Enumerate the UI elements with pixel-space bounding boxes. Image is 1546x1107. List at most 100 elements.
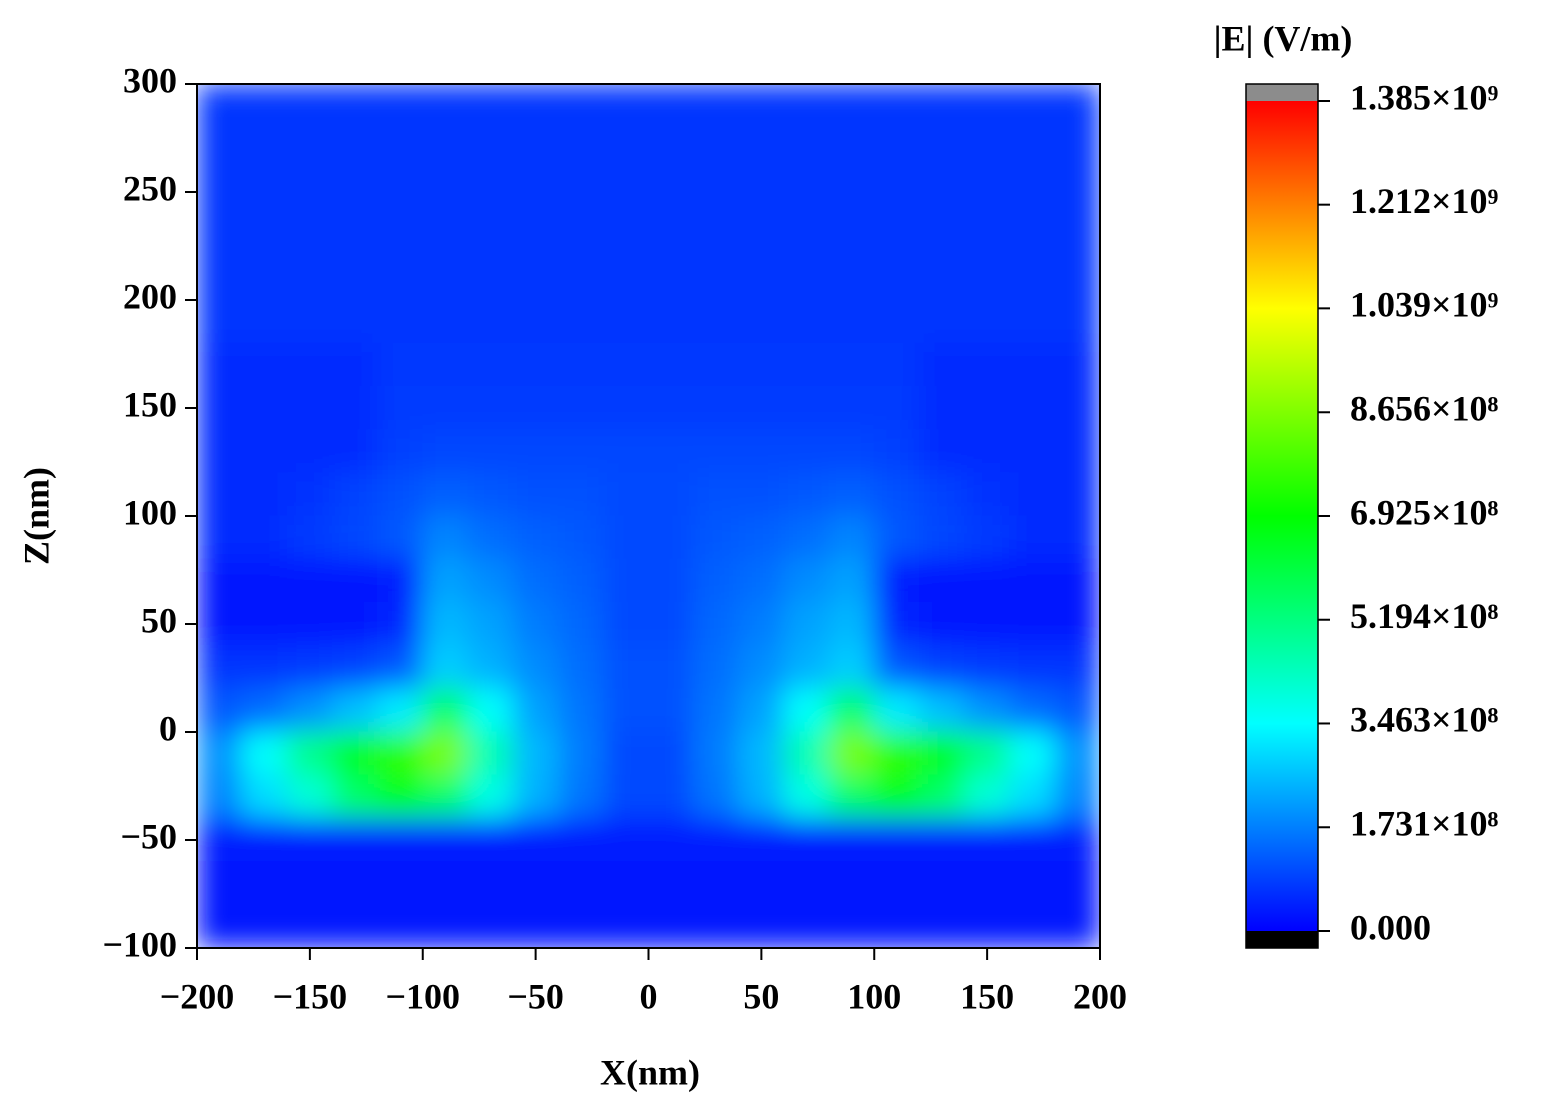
heatmap-cell [693, 169, 740, 215]
heatmap-cell [331, 817, 379, 863]
heatmap-cell [512, 645, 559, 690]
heatmap-cell [602, 817, 649, 863]
heatmap-cell [557, 299, 604, 344]
heatmap-cell [873, 904, 920, 948]
heatmap-cell [286, 213, 333, 258]
heatmap-cell [377, 904, 424, 948]
heatmap-cell [964, 688, 1011, 733]
heatmap-cell [964, 126, 1011, 171]
y-tick-label: 300 [123, 60, 177, 100]
heatmap-cell [377, 645, 424, 690]
heatmap-cell [1054, 342, 1100, 387]
heatmap-cell [512, 429, 559, 474]
colorbar [1246, 101, 1318, 931]
heatmap-cell [918, 126, 966, 171]
heatmap-cell [1009, 385, 1056, 431]
heatmap-cell [602, 861, 649, 906]
heatmap-cell [1009, 169, 1056, 215]
heatmap-cell [738, 385, 785, 431]
heatmap-cell [648, 601, 695, 647]
heatmap-cell [873, 342, 920, 387]
heatmap-cell [557, 774, 604, 819]
y-tick-label: −50 [120, 816, 177, 856]
heatmap-cell [918, 731, 966, 776]
heatmap-cell [738, 515, 785, 560]
heatmap-cell [873, 645, 920, 690]
heatmap-cell [1054, 385, 1100, 431]
heatmap-cell [648, 429, 695, 474]
heatmap-cell [286, 774, 333, 819]
heatmap-cell [828, 342, 875, 387]
heatmap-cell [286, 169, 333, 215]
heatmap-cell [693, 515, 740, 560]
heatmap-cell [1054, 429, 1100, 474]
x-tick-label: 200 [1073, 976, 1127, 1016]
heatmap-cell [557, 817, 604, 863]
heatmap-cell [1009, 558, 1056, 603]
heatmap-cell [331, 169, 379, 215]
field [197, 84, 1100, 948]
heatmap-cell [241, 169, 288, 215]
y-tick-label: 100 [123, 492, 177, 532]
x-tick-label: −200 [160, 976, 235, 1016]
heatmap-cell [738, 558, 785, 603]
heatmap-cell [828, 861, 875, 906]
heatmap-cell [512, 904, 559, 948]
heatmap-cell [512, 688, 559, 733]
heatmap-cell [512, 126, 559, 171]
heatmap-cell [1009, 472, 1056, 517]
heatmap-cell [693, 688, 740, 733]
heatmap-cell [241, 299, 288, 344]
heatmap-cell [964, 645, 1011, 690]
heatmap-cell [286, 645, 333, 690]
heatmap-cell [331, 342, 379, 387]
heatmap-cell [783, 299, 830, 344]
heatmap-cell [557, 601, 604, 647]
heatmap-cell [286, 731, 333, 776]
heatmap-cell [738, 256, 785, 301]
heatmap-cell [512, 169, 559, 215]
heatmap-cell [467, 213, 514, 258]
heatmap-cell [873, 429, 920, 474]
heatmap-cell [286, 342, 333, 387]
heatmap-cell [873, 385, 920, 431]
heatmap-cell [964, 472, 1011, 517]
heatmap-cell [286, 429, 333, 474]
heatmap-cell [964, 817, 1011, 863]
x-tick-label: −50 [507, 976, 564, 1016]
heatmap-cell [918, 774, 966, 819]
heatmap-cell [557, 645, 604, 690]
heatmap-cell [1054, 904, 1100, 948]
heatmap-cell [648, 645, 695, 690]
heatmap-cell [331, 731, 379, 776]
colorbar-tick-label: 1.731×10⁸ [1350, 804, 1499, 844]
heatmap-cell [377, 472, 424, 517]
heatmap-cell [197, 688, 243, 733]
heatmap-cell [873, 126, 920, 171]
heatmap-cell [512, 84, 559, 128]
heatmap-cell [467, 429, 514, 474]
heatmap-cell [964, 213, 1011, 258]
heatmap-cell [918, 601, 966, 647]
heatmap-cell [331, 774, 379, 819]
colorbar-tick-label: 8.656×10⁸ [1350, 389, 1499, 429]
heatmap-cell [197, 558, 243, 603]
heatmap-cell [918, 299, 966, 344]
heatmap-cell [828, 817, 875, 863]
colorbar-over [1246, 84, 1318, 101]
heatmap-cell [783, 169, 830, 215]
heatmap-cell [1009, 817, 1056, 863]
heatmap-cell [286, 256, 333, 301]
heatmap-cell [738, 299, 785, 344]
heatmap-cell [331, 256, 379, 301]
heatmap-cell [738, 601, 785, 647]
heatmap-cell [377, 731, 424, 776]
heatmap-cell [197, 256, 243, 301]
heatmap-cell [422, 601, 469, 647]
heatmap-cell [964, 515, 1011, 560]
heatmap-cell [1009, 861, 1056, 906]
heatmap-cell [331, 688, 379, 733]
heatmap-cell [783, 688, 830, 733]
heatmap-cell [467, 472, 514, 517]
